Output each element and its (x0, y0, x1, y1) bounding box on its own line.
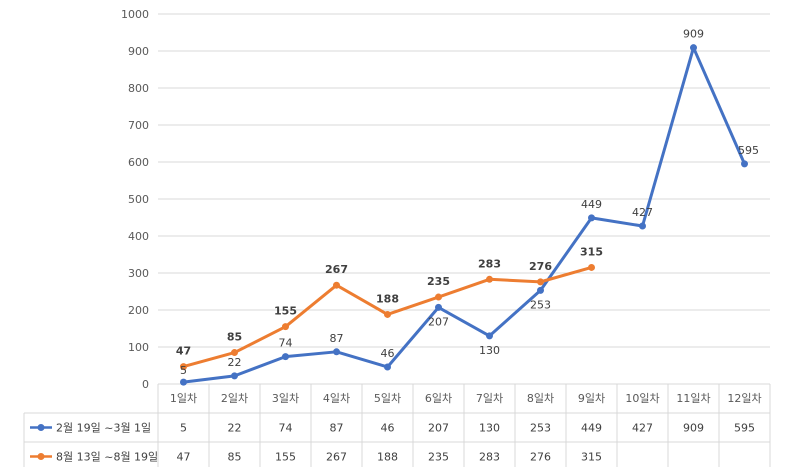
data-label: 207 (428, 315, 449, 328)
x-tick-label: 3일차 (272, 391, 299, 405)
data-point (231, 372, 238, 380)
table-cell-value: 74 (279, 422, 293, 435)
data-label: 47 (176, 345, 191, 358)
y-tick-label: 0 (142, 378, 149, 391)
x-tick-label: 12일차 (727, 391, 761, 405)
data-label: 22 (228, 356, 242, 369)
x-tick-label: 1일차 (170, 391, 197, 405)
table-cell-value: 207 (428, 422, 449, 435)
table-cell-value: 267 (326, 451, 347, 464)
table-cell-value: 283 (479, 451, 500, 464)
table-cell-value: 276 (530, 451, 551, 464)
data-point (180, 363, 187, 371)
data-label: 87 (330, 332, 344, 345)
data-label: 130 (479, 344, 500, 357)
y-axis: 0 100 200 300 400 500 600 700 800 900 1000 (121, 8, 149, 391)
data-label: 253 (530, 298, 551, 311)
x-tick-label: 8일차 (527, 391, 554, 405)
data-point (486, 332, 493, 340)
table-cell-value: 130 (479, 422, 500, 435)
table-cell-value: 155 (275, 451, 296, 464)
data-point (588, 214, 595, 222)
data-label: 595 (738, 144, 759, 157)
table-cell-value: 909 (683, 422, 704, 435)
x-tick-label: 4일차 (323, 391, 350, 405)
data-table: 1일차 2일차 3일차 4일차 5일차 6일차 7일차 8일차 9일차 10일차 11일차 12일차 2… (23, 383, 771, 467)
table-cell-value: 315 (581, 451, 602, 464)
data-label: 315 (580, 245, 603, 258)
y-tick-label: 300 (128, 267, 149, 280)
data-point (282, 323, 289, 331)
y-tick-label: 700 (128, 119, 149, 132)
data-point (741, 160, 748, 168)
y-tick-label: 800 (128, 82, 149, 95)
data-point (333, 348, 340, 356)
data-point (639, 222, 646, 230)
data-label: 267 (325, 263, 348, 276)
data-label: 235 (427, 275, 450, 288)
x-tick-label: 10일차 (625, 391, 659, 405)
y-tick-label: 500 (128, 193, 149, 206)
table-cell-value: 47 (177, 451, 191, 464)
y-tick-label: 600 (128, 156, 149, 169)
data-point (333, 281, 340, 289)
y-tick-label: 200 (128, 304, 149, 317)
table-cell-value: 449 (581, 422, 602, 435)
table-cell-value: 235 (428, 451, 449, 464)
data-point (231, 349, 238, 357)
x-tick-label: 7일차 (476, 391, 503, 405)
data-point (180, 378, 187, 386)
table-cell-value: 427 (632, 422, 653, 435)
table-cell-value: 46 (381, 422, 395, 435)
table-cell-value: 22 (228, 422, 242, 435)
y-tick-label: 900 (128, 45, 149, 58)
table-cell-value: 85 (228, 451, 242, 464)
data-label: 909 (683, 28, 704, 41)
table-cell-value: 253 (530, 422, 551, 435)
data-label: 276 (529, 260, 552, 273)
table-cell-value: 595 (734, 422, 755, 435)
x-tick-label: 9일차 (578, 391, 605, 405)
data-label: 449 (581, 198, 602, 211)
data-point (384, 310, 391, 318)
data-label: 188 (376, 292, 399, 305)
data-label: 74 (279, 337, 293, 350)
legend-label: 8월 13일 ~8월 19일 (56, 450, 158, 464)
data-label: 155 (274, 305, 297, 318)
legend-key-marker (37, 424, 45, 431)
table-cell-value: 87 (330, 422, 344, 435)
data-point (282, 353, 289, 361)
data-point (435, 293, 442, 301)
x-tick-label: 2일차 (221, 391, 248, 405)
gridlines (158, 13, 770, 348)
data-label: 46 (381, 347, 395, 360)
data-point (588, 263, 595, 271)
data-point (384, 363, 391, 371)
x-tick-label: 6일차 (425, 391, 452, 405)
data-point (435, 303, 442, 311)
table-cell-value: 5 (180, 422, 187, 435)
y-tick-label: 400 (128, 230, 149, 243)
data-point (690, 44, 697, 52)
x-tick-label: 5일차 (374, 391, 401, 405)
data-label: 85 (227, 331, 242, 344)
legend-key-marker (37, 453, 45, 460)
table-cell-value: 188 (377, 451, 398, 464)
data-label: 5 (180, 364, 187, 377)
data-point (537, 278, 544, 286)
series-layer: 5 22 74 87 46 207 130 253 449 427 909 595 47 85 155 267… (176, 28, 759, 386)
data-point (486, 275, 493, 283)
x-tick-label: 11일차 (676, 391, 710, 405)
legend-label: 2월 19일 ~3월 1일 (56, 421, 151, 435)
data-label: 283 (478, 257, 501, 270)
data-label: 427 (632, 206, 653, 219)
y-tick-label: 1000 (121, 8, 149, 21)
series-line (183, 46, 746, 384)
data-point (537, 286, 544, 294)
y-tick-label: 100 (128, 341, 149, 354)
